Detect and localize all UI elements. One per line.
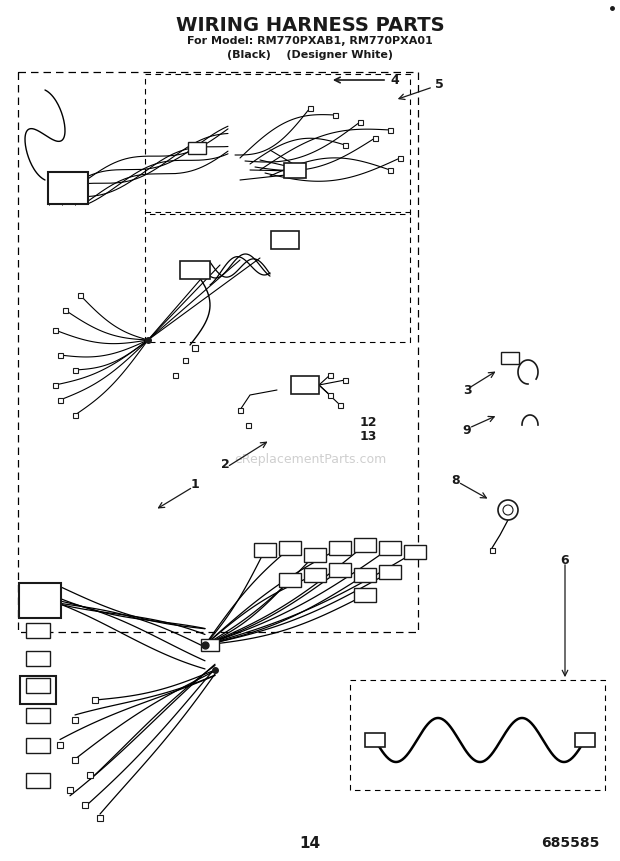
Bar [308,106,312,110]
Text: For Model: RM770PXAB1, RM770PXA01: For Model: RM770PXAB1, RM770PXA01 [187,36,433,46]
Bar [332,113,337,117]
Bar [397,156,402,160]
Bar [354,568,376,582]
Bar [145,212,410,342]
Bar [329,541,351,555]
Bar [73,368,78,373]
Text: 13: 13 [360,430,378,443]
Bar [291,376,319,394]
Bar [201,639,219,651]
Bar [78,293,82,298]
Bar [97,815,103,821]
Bar [327,373,332,377]
Text: 9: 9 [463,424,471,437]
Bar [279,573,301,587]
Bar [404,545,426,559]
Text: 8: 8 [452,474,460,486]
Bar [304,568,326,582]
Bar [26,772,50,788]
Text: 14: 14 [299,835,321,851]
Bar [350,680,605,790]
Bar [145,74,410,214]
Bar [180,261,210,279]
Bar [192,345,198,351]
Bar [365,733,385,747]
Bar [304,548,326,562]
Bar [26,623,50,637]
Bar [82,802,88,808]
Bar [172,373,177,377]
Text: (Black)    (Designer White): (Black) (Designer White) [227,50,393,60]
Bar [26,738,50,753]
Bar [358,120,363,125]
Bar [188,142,206,154]
Bar [379,541,401,555]
Bar [48,172,88,204]
Bar [18,72,418,632]
Bar [58,352,63,357]
Bar [354,588,376,602]
Bar [575,733,595,747]
Bar [284,163,306,177]
Bar [92,697,98,703]
Bar [53,327,58,332]
Bar [26,651,50,666]
Bar [271,231,299,249]
Text: 3: 3 [463,383,471,397]
Bar [87,772,93,778]
Text: eReplacementParts.com: eReplacementParts.com [234,454,386,467]
Text: 12: 12 [360,416,378,429]
Bar [246,423,250,428]
Bar [20,676,56,704]
Bar [329,563,351,577]
Bar [342,143,347,147]
Bar [373,135,378,140]
Bar [67,787,73,793]
Bar [73,412,78,418]
Bar [388,127,392,133]
Bar [379,565,401,579]
Bar [237,407,242,412]
Bar [53,382,58,387]
Text: 5: 5 [435,78,444,91]
Bar [254,543,276,557]
Bar [72,717,78,723]
Bar [182,357,187,362]
Text: 1: 1 [190,479,200,492]
Bar [279,541,301,555]
Bar [388,168,392,172]
Bar [501,352,519,364]
Bar [327,393,332,398]
Bar [26,708,50,722]
Bar [354,538,376,552]
Bar [57,742,63,748]
Bar [72,757,78,763]
Bar [490,548,495,553]
Bar [337,402,342,407]
Bar [26,678,50,692]
Text: 685585: 685585 [542,836,600,850]
Bar [19,583,61,617]
Bar [342,377,347,382]
Bar [58,398,63,402]
Text: 4: 4 [390,73,399,86]
Text: 6: 6 [560,554,569,567]
Text: 2: 2 [221,459,229,472]
Bar [63,307,68,313]
Text: WIRING HARNESS PARTS: WIRING HARNESS PARTS [175,16,445,35]
